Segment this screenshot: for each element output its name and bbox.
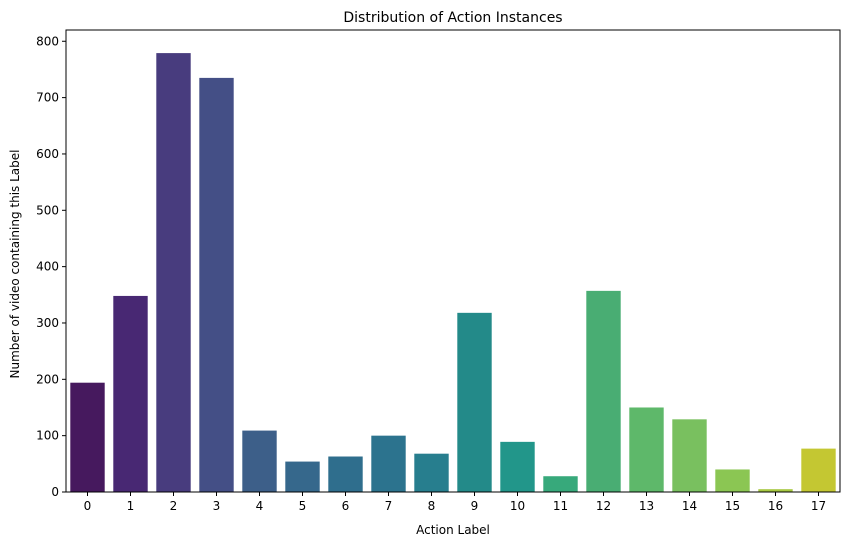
x-tick-label-0: 0 xyxy=(84,499,92,513)
x-tick-label-5: 5 xyxy=(299,499,307,513)
x-tick-label-10: 10 xyxy=(510,499,525,513)
bar-14 xyxy=(672,419,707,492)
bar-4 xyxy=(242,430,277,492)
x-tick-label-17: 17 xyxy=(811,499,826,513)
bar-6 xyxy=(328,456,363,492)
y-tick-label-700: 700 xyxy=(36,91,59,105)
x-tick-label-1: 1 xyxy=(127,499,135,513)
bar-16 xyxy=(758,489,793,492)
plot-frame xyxy=(65,29,841,493)
bar-13 xyxy=(629,407,664,492)
x-tick-label-9: 9 xyxy=(471,499,479,513)
x-tick-label-3: 3 xyxy=(213,499,221,513)
x-tick-label-16: 16 xyxy=(768,499,783,513)
x-tick-label-8: 8 xyxy=(428,499,436,513)
x-tick-label-14: 14 xyxy=(682,499,697,513)
bar-3 xyxy=(199,77,234,492)
y-tick-label-200: 200 xyxy=(36,372,59,386)
y-axis-ticks: 0 100 200 300 400 500 600 700 800 xyxy=(36,34,66,499)
x-tick-label-12: 12 xyxy=(596,499,611,513)
x-tick-label-4: 4 xyxy=(256,499,264,513)
y-tick-label-800: 800 xyxy=(36,34,59,48)
x-tick-label-13: 13 xyxy=(639,499,654,513)
y-axis-title: Number of video containing this Label xyxy=(8,150,22,379)
bars-group xyxy=(70,53,836,492)
x-tick-label-15: 15 xyxy=(725,499,740,513)
bar-0 xyxy=(70,382,105,492)
bar-17 xyxy=(801,448,836,492)
bar-5 xyxy=(285,461,320,492)
x-axis-ticks: 0 1 2 3 4 5 6 7 8 9 10 11 12 13 14 15 16 17 xyxy=(84,492,826,513)
bar-1 xyxy=(113,295,148,492)
bar-11 xyxy=(543,476,578,492)
x-tick-label-11: 11 xyxy=(553,499,568,513)
y-tick-label-500: 500 xyxy=(36,203,59,217)
y-tick-label-300: 300 xyxy=(36,316,59,330)
bar-8 xyxy=(414,453,449,492)
y-tick-label-100: 100 xyxy=(36,429,59,443)
x-tick-label-7: 7 xyxy=(385,499,393,513)
bar-7 xyxy=(371,435,406,492)
y-tick-label-600: 600 xyxy=(36,147,59,161)
x-tick-label-6: 6 xyxy=(342,499,350,513)
y-tick-label-0: 0 xyxy=(51,485,59,499)
chart-title: Distribution of Action Instances xyxy=(343,10,562,26)
x-tick-label-2: 2 xyxy=(170,499,178,513)
y-tick-label-400: 400 xyxy=(36,260,59,274)
bar-9 xyxy=(457,312,492,492)
bar-10 xyxy=(500,441,535,492)
x-axis-title: Action Label xyxy=(416,523,490,537)
bar-15 xyxy=(715,469,750,492)
bar-12 xyxy=(586,290,621,492)
bar-2 xyxy=(156,53,191,492)
